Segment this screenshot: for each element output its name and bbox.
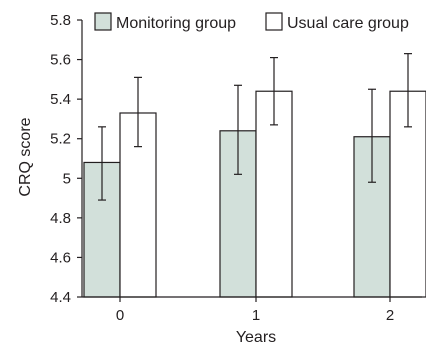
legend-label-usual-care: Usual care group xyxy=(287,15,409,32)
x-tick-label-1: 1 xyxy=(252,307,260,324)
y-tick-label-5.8: 5.8 xyxy=(50,12,71,29)
y-axis-title: CRQ score xyxy=(17,117,34,196)
y-tick-label-5.6: 5.6 xyxy=(50,52,71,69)
y-tick-label-5: 5 xyxy=(63,170,71,187)
legend: Monitoring group Usual care group xyxy=(94,12,409,32)
x-axis-title: Years xyxy=(236,329,276,346)
y-tick-label-5.2: 5.2 xyxy=(50,131,71,148)
x-tick-label-0: 0 xyxy=(116,307,124,324)
legend-label-monitoring: Monitoring group xyxy=(116,15,236,32)
y-tick-label-4.8: 4.8 xyxy=(50,210,71,227)
legend-swatch-monitoring xyxy=(94,12,112,31)
y-tick-label-5.4: 5.4 xyxy=(50,91,71,108)
x-tick-label-2: 2 xyxy=(386,307,394,324)
legend-swatch-usual-care xyxy=(265,12,283,31)
y-tick-label-4.4: 4.4 xyxy=(50,289,71,306)
bar-usual-care-0 xyxy=(119,112,157,298)
y-tick-label-4.6: 4.6 xyxy=(50,249,71,266)
